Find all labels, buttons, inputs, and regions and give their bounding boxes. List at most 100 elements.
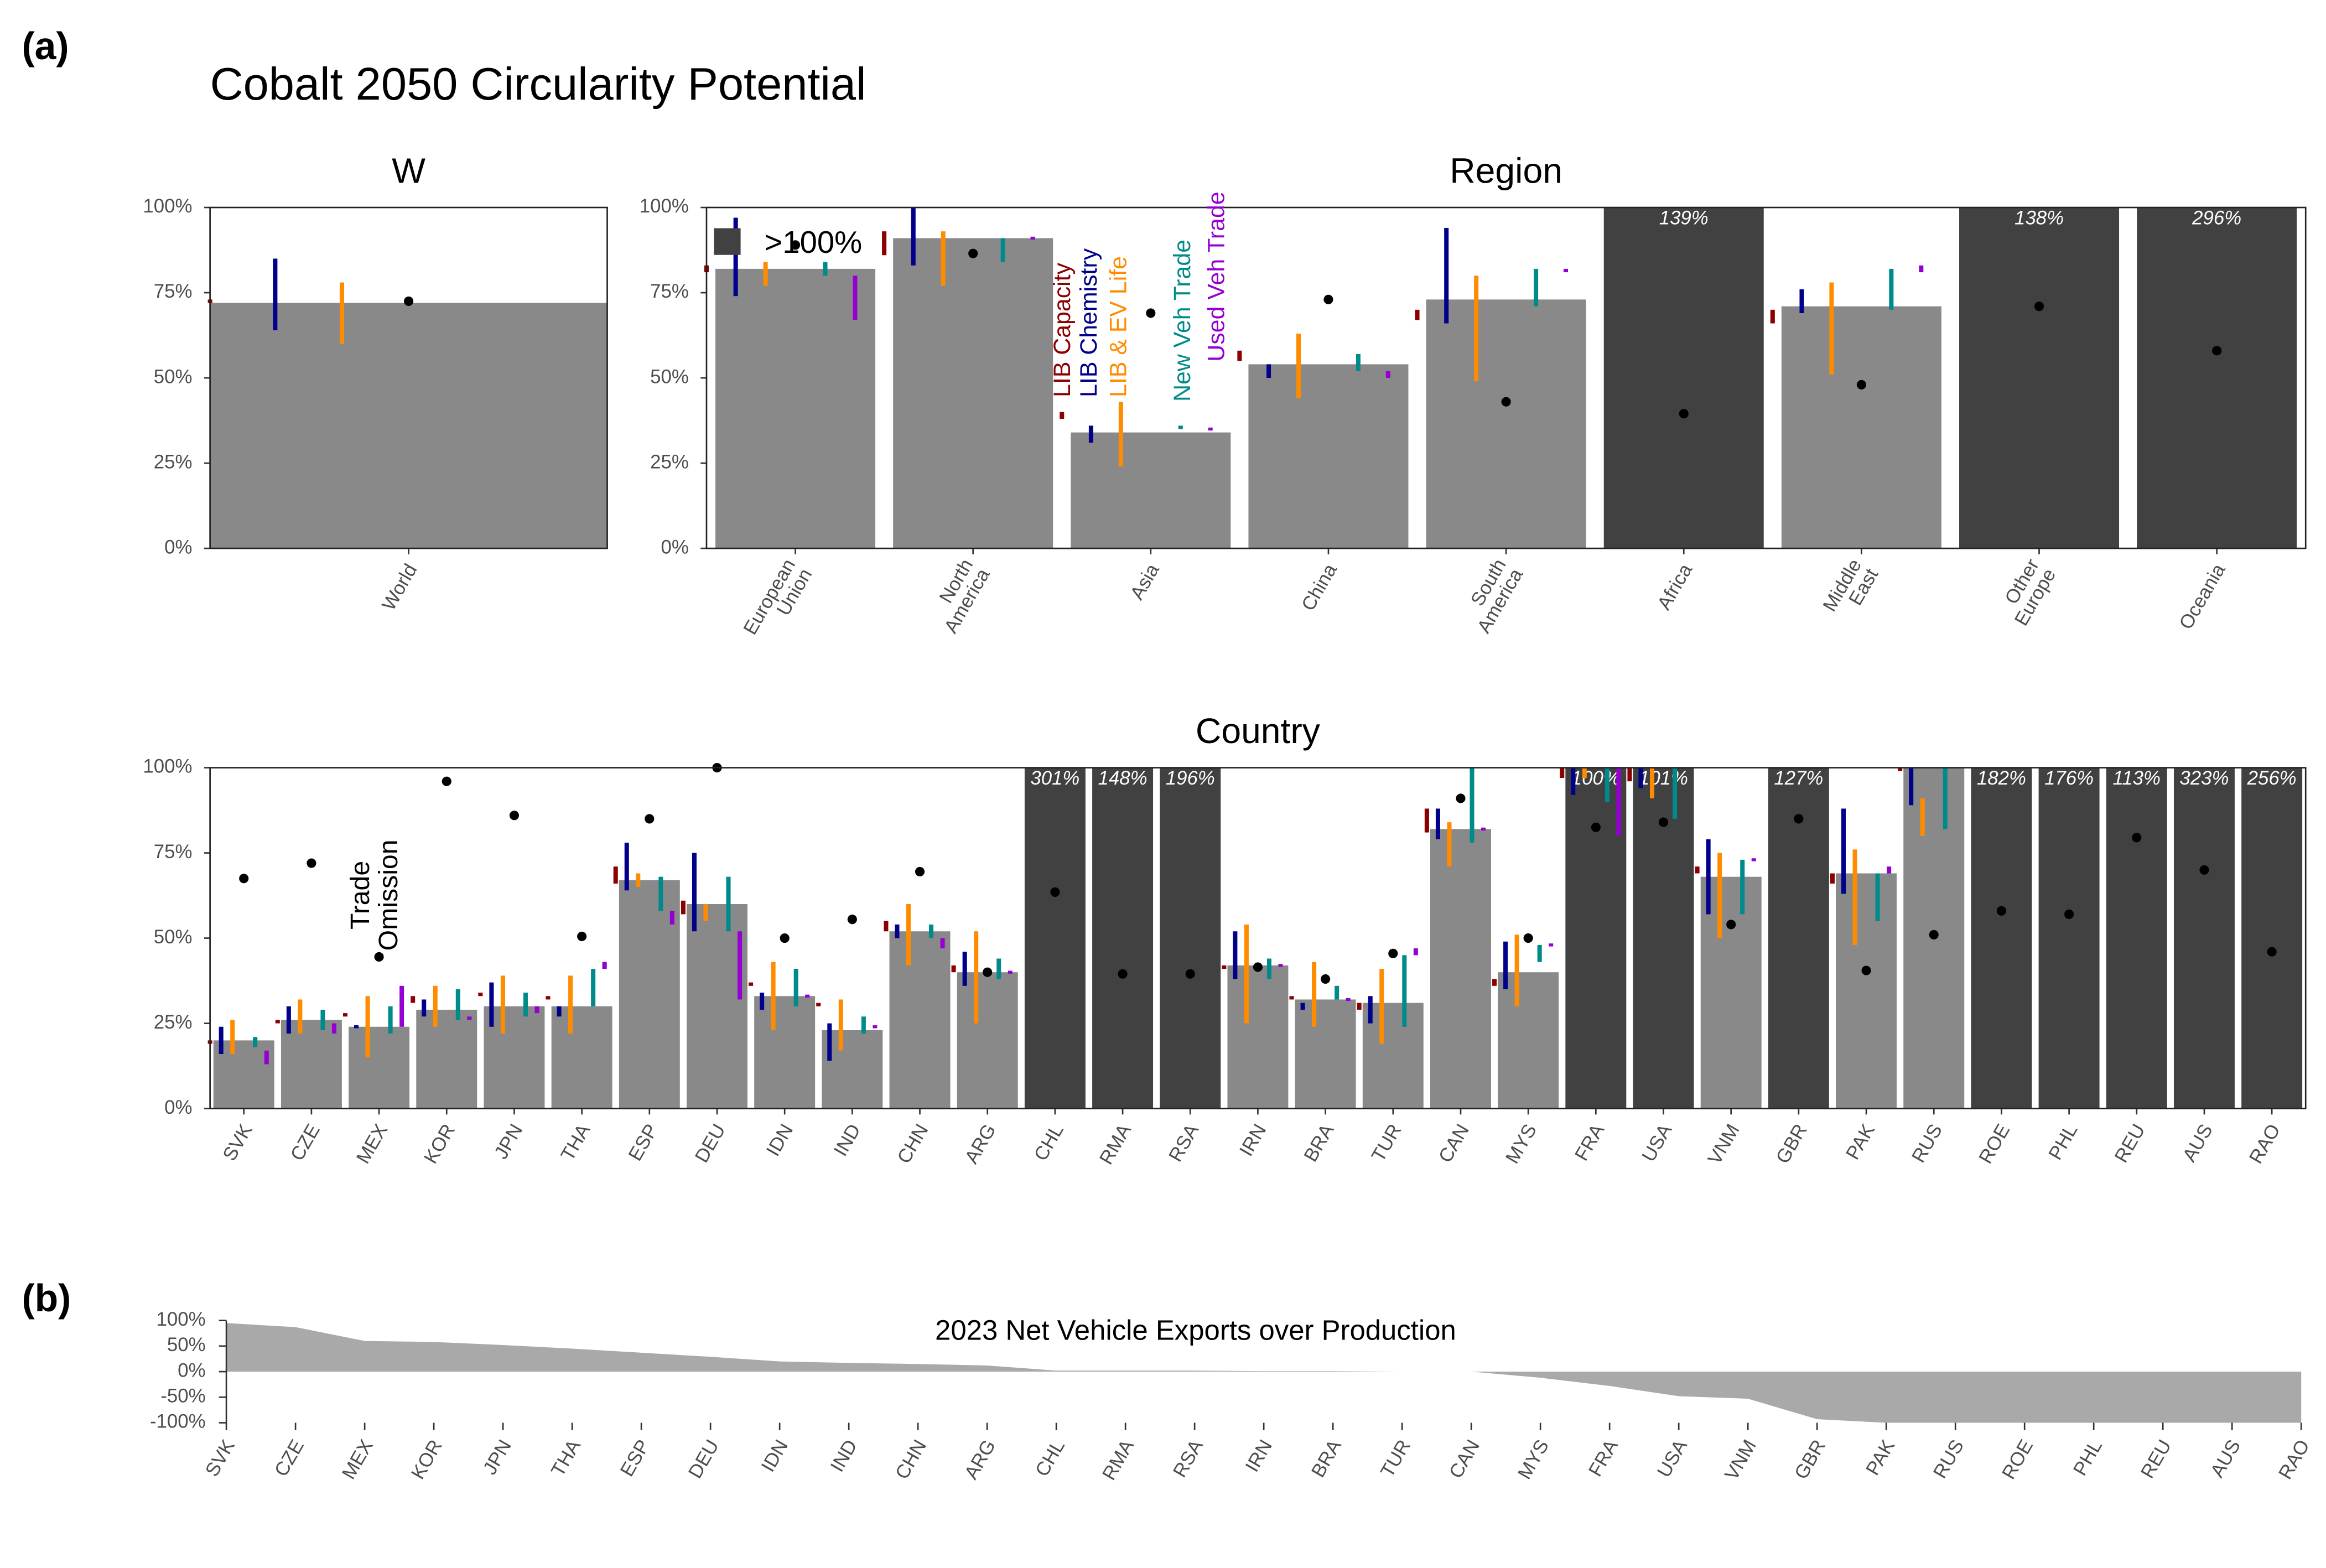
dot bbox=[2132, 833, 2142, 843]
legend-label: LIB & EV Life bbox=[1105, 256, 1132, 397]
value-label: 113% bbox=[2113, 767, 2161, 789]
y-tick-label: 0% bbox=[164, 1097, 192, 1118]
bar bbox=[1633, 767, 1694, 1109]
sensitivity-range bbox=[1357, 1003, 1362, 1010]
panel-title: Country bbox=[1196, 711, 1320, 751]
value-label: 127% bbox=[1774, 767, 1823, 789]
sensitivity-range bbox=[1435, 808, 1440, 839]
sensitivity-range bbox=[1424, 808, 1429, 833]
sensitivity-range bbox=[1695, 866, 1700, 874]
sensitivity-range bbox=[1447, 822, 1452, 867]
bar bbox=[889, 931, 951, 1109]
sensitivity-range bbox=[1266, 364, 1271, 378]
sensitivity-range bbox=[1898, 767, 1903, 771]
sensitivity-range bbox=[339, 282, 344, 344]
legend-label: Used Veh Trade bbox=[1203, 191, 1229, 361]
sensitivity-range bbox=[489, 982, 494, 1027]
sensitivity-range bbox=[1088, 425, 1093, 443]
sensitivity-range bbox=[733, 217, 738, 297]
x-tick-label: RUS bbox=[1929, 1436, 1969, 1482]
x-tick-label: MiddleEast bbox=[1819, 555, 1882, 625]
legend-label: LIB Chemistry bbox=[1076, 248, 1102, 397]
dot bbox=[1321, 974, 1331, 984]
y-tick-label: 50% bbox=[154, 926, 193, 948]
panel-title: Region bbox=[1450, 150, 1562, 190]
sensitivity-range bbox=[1222, 965, 1227, 969]
dot bbox=[1996, 906, 2006, 916]
dot bbox=[2034, 302, 2044, 311]
x-tick-label: PHL bbox=[2069, 1436, 2106, 1479]
sensitivity-range bbox=[929, 924, 934, 938]
dot bbox=[1726, 920, 1736, 930]
sensitivity-range bbox=[1385, 371, 1390, 378]
dot bbox=[239, 874, 249, 884]
sensitivity-range bbox=[941, 231, 946, 286]
value-label: 101% bbox=[1639, 767, 1688, 789]
x-tick-label: ROE bbox=[1998, 1436, 2038, 1483]
dot bbox=[1501, 397, 1511, 407]
sensitivity-range bbox=[1875, 873, 1880, 921]
bar bbox=[754, 996, 816, 1109]
x-tick-label: CHN bbox=[893, 1120, 932, 1167]
legend-label: LIB Capacity bbox=[1049, 262, 1076, 397]
annotation: TradeOmission bbox=[345, 839, 403, 951]
bar bbox=[2038, 767, 2100, 1109]
bar bbox=[1295, 999, 1356, 1109]
sensitivity-range bbox=[602, 962, 607, 969]
x-tick-label: SVK bbox=[219, 1120, 257, 1165]
bars bbox=[213, 767, 2303, 1109]
sensitivity-range bbox=[1503, 941, 1508, 989]
y-tick-label: 100% bbox=[157, 1309, 206, 1330]
dot bbox=[442, 776, 451, 786]
bar bbox=[210, 303, 608, 549]
x-tick-label: CAN bbox=[1445, 1436, 1484, 1482]
sensitivity-range bbox=[275, 1020, 280, 1024]
bar bbox=[1092, 767, 1154, 1109]
x-tick-label: IND bbox=[826, 1436, 861, 1475]
dot bbox=[915, 866, 925, 877]
sensitivity-range bbox=[1830, 873, 1835, 884]
bar bbox=[484, 1006, 545, 1109]
dot bbox=[1856, 380, 1866, 390]
x-tick-label: Africa bbox=[1653, 560, 1697, 614]
bar bbox=[1768, 767, 1829, 1109]
bar bbox=[957, 972, 1018, 1109]
bar bbox=[1971, 767, 2032, 1109]
bar bbox=[2106, 767, 2167, 1109]
sensitivity-range bbox=[557, 1006, 562, 1017]
x-tick-label: RSA bbox=[1165, 1120, 1203, 1165]
bar bbox=[1430, 829, 1491, 1109]
sensitivity-range bbox=[703, 904, 708, 921]
x-tick-label: ESP bbox=[616, 1436, 654, 1480]
dot bbox=[2267, 947, 2277, 957]
bar bbox=[1362, 1003, 1424, 1109]
area bbox=[226, 1323, 2302, 1423]
value-label: 138% bbox=[2015, 207, 2064, 229]
sensitivity-range bbox=[1563, 268, 1569, 273]
sensitivity-range bbox=[422, 999, 427, 1017]
x-tick-label: TUR bbox=[1367, 1120, 1406, 1165]
sensitivity-range bbox=[906, 904, 911, 965]
panel-title: W bbox=[392, 150, 425, 190]
bar bbox=[822, 1030, 883, 1109]
y-tick-label: 0% bbox=[164, 536, 192, 558]
value-label: 256% bbox=[2247, 767, 2297, 789]
bar bbox=[1498, 972, 1559, 1109]
sensitivity-range bbox=[1474, 276, 1479, 382]
sensitivity-range bbox=[1841, 808, 1846, 894]
dot bbox=[645, 814, 655, 824]
sensitivity-range bbox=[1244, 924, 1249, 1024]
sensitivity-range bbox=[286, 1006, 291, 1034]
bar bbox=[1248, 364, 1409, 549]
y-tick-label: 75% bbox=[154, 841, 193, 863]
x-tick-label: IDN bbox=[762, 1120, 797, 1160]
sensitivity-range bbox=[823, 262, 828, 276]
sensitivity-range bbox=[951, 965, 956, 973]
sensitivity-range bbox=[1289, 996, 1294, 1000]
bars bbox=[715, 207, 2297, 549]
sensitivity-range bbox=[1549, 943, 1554, 947]
sensitivity-range bbox=[320, 1009, 325, 1030]
sensitivity-range bbox=[478, 993, 483, 996]
sensitivity-range bbox=[624, 843, 629, 891]
